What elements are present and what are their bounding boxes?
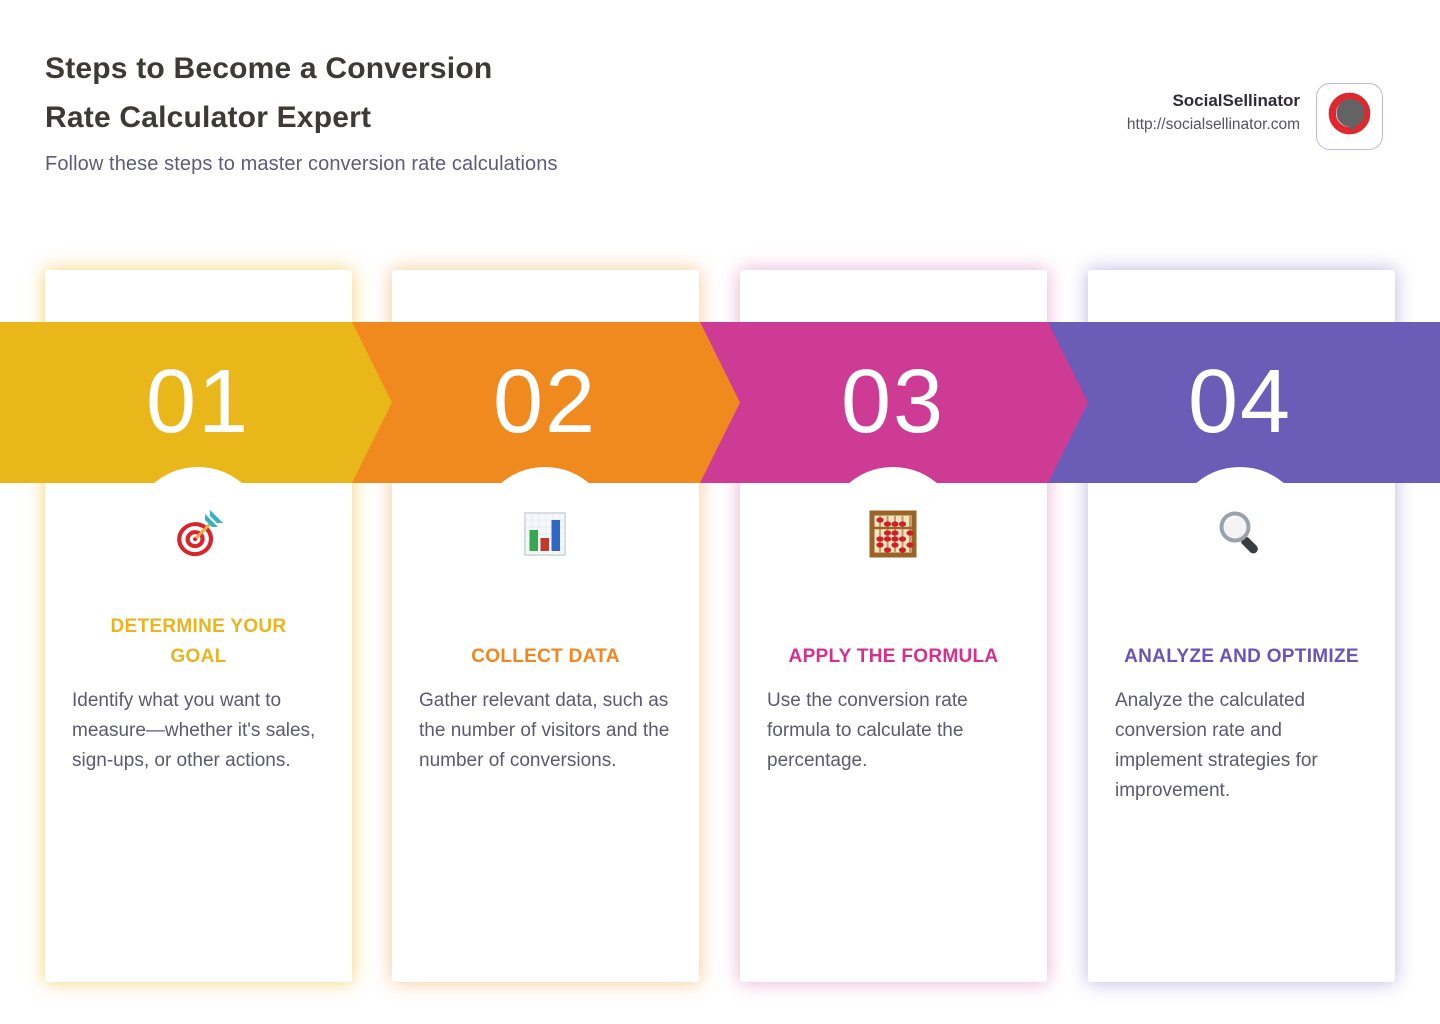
banner-segment-3 bbox=[700, 322, 1048, 483]
step-4-number: 04 bbox=[1187, 352, 1293, 452]
speech-bubble-ring-logo-icon bbox=[1325, 89, 1375, 144]
target-icon bbox=[172, 508, 224, 560]
magnifying-glass-icon bbox=[1214, 508, 1266, 560]
step-card-3-text: APPLY THE FORMULA Use the conversion rat… bbox=[754, 602, 1033, 776]
brand-logo bbox=[1316, 83, 1383, 150]
banner-segment-2 bbox=[352, 322, 700, 483]
step-3-title: APPLY THE FORMULA bbox=[788, 646, 999, 667]
brand-block: SocialSellinator http://socialsellinator… bbox=[1127, 91, 1300, 134]
step-1-title: DETERMINE YOUR GOAL bbox=[110, 616, 287, 667]
step-card-1-text: DETERMINE YOUR GOAL Identify what you wa… bbox=[59, 602, 338, 776]
step-1-number: 01 bbox=[145, 352, 251, 452]
brand-url: http://socialsellinator.com bbox=[1126, 116, 1300, 133]
step-3-description: Use the conversion rate formula to calcu… bbox=[767, 690, 968, 771]
step-2-title: COLLECT DATA bbox=[471, 646, 620, 667]
step-4-description: Analyze the calculated conversion rate a… bbox=[1115, 690, 1318, 801]
page-title: Steps to Become a Conversion Rate Calcul… bbox=[45, 44, 492, 142]
brand-name: SocialSellinator bbox=[1172, 91, 1300, 110]
page-subtitle: Follow these steps to master conversion … bbox=[45, 153, 558, 175]
step-2-number: 02 bbox=[492, 352, 598, 452]
page-title-line1: Steps to Become a Conversion bbox=[45, 52, 493, 85]
step-card-2-text: COLLECT DATA Gather relevant data, such … bbox=[406, 602, 685, 776]
step-2-description: Gather relevant data, such as the number… bbox=[419, 690, 670, 771]
step-card-4-text: ANALYZE AND OPTIMIZE Analyze the calcula… bbox=[1102, 602, 1381, 806]
step-4-title: ANALYZE AND OPTIMIZE bbox=[1124, 646, 1359, 667]
steps-banner: 01 02 03 04 bbox=[0, 322, 1440, 483]
page-title-line2: Rate Calculator Expert bbox=[45, 101, 372, 134]
step-3-number: 03 bbox=[840, 352, 946, 452]
step-1-description: Identify what you want to measure—whethe… bbox=[72, 690, 316, 771]
banner-segment-4 bbox=[1048, 322, 1440, 483]
abacus-icon bbox=[867, 508, 919, 560]
bar-chart-icon bbox=[519, 508, 571, 560]
banner-segment-1 bbox=[0, 322, 352, 483]
